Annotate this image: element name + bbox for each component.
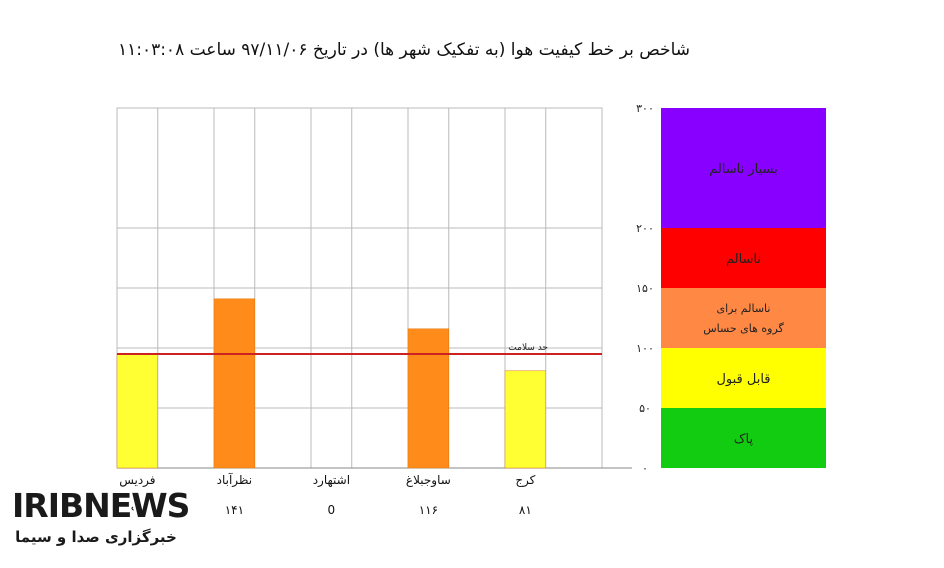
chart-title: شاخص بر خط کیفیت هوا (به تفکیک شهر ها) د… <box>117 40 690 60</box>
aqi-band-label: بسیار ناسالم <box>709 162 778 177</box>
aqi-band-1 <box>661 348 826 408</box>
health-threshold-label: حد سلامت <box>508 343 548 353</box>
bar-1 <box>213 298 255 469</box>
aqi-band-label: گروه های حساس <box>703 322 784 335</box>
value-label: ۱۱۶ <box>419 503 438 517</box>
grid-layer <box>116 107 632 469</box>
bar-4 <box>504 370 546 469</box>
value-label: ۱۴۱ <box>225 503 244 517</box>
watermark-logo-text: IRIBNEWS <box>12 486 190 525</box>
scale-tick-label: ۲۰۰ <box>636 222 654 235</box>
aqi-band-0 <box>661 408 826 468</box>
scale-tick-label: ۱۰۰ <box>636 342 654 355</box>
bar-3 <box>407 328 449 469</box>
value-label: 0 <box>328 503 336 517</box>
aqi-band-3 <box>661 228 826 288</box>
scale-tick-label: ۵۰ <box>639 402 651 415</box>
label-layer: فردیس ۹۵ نظرآباد ۱۴۱ اشتهارد 0 ساوجبلاغ ۱۱۶ کرج ۸… <box>119 472 535 517</box>
aqi-band-label: قابل قبول <box>716 372 770 387</box>
category-label: کرج <box>515 473 535 488</box>
aqi-band-label: پاک <box>734 432 754 447</box>
value-label: ۸۱ <box>519 503 532 517</box>
aqi-band-2 <box>661 288 826 348</box>
iribnews-watermark: IRIBNEWS خبرگزاری صدا و سیما <box>12 486 190 560</box>
aqi-scale-legend: پاک قابل قبول ناسالم برای گروه های حساس ناسا… <box>636 102 826 475</box>
value-label: ۹۵ <box>131 503 144 517</box>
aqi-band-label: ناسالم <box>726 252 761 267</box>
category-label: فردیس <box>119 473 155 488</box>
aqi-band-4 <box>661 108 826 228</box>
scale-tick-label: ۳۰۰ <box>636 102 654 115</box>
watermark-subtitle: خبرگزاری صدا و سیما <box>15 528 177 546</box>
bar-layer <box>116 298 546 469</box>
category-label: ساوجبلاغ <box>406 473 451 488</box>
category-label: اشتهارد <box>313 473 350 488</box>
bar-0 <box>116 353 158 469</box>
scale-tick-label: ۱۵۰ <box>636 282 654 295</box>
scale-tick-label: ۰ <box>642 462 648 475</box>
aqi-band-label: ناسالم برای <box>717 302 771 315</box>
reference-layer: حد سلامت <box>117 343 602 355</box>
category-label: نظرآباد <box>217 472 252 488</box>
